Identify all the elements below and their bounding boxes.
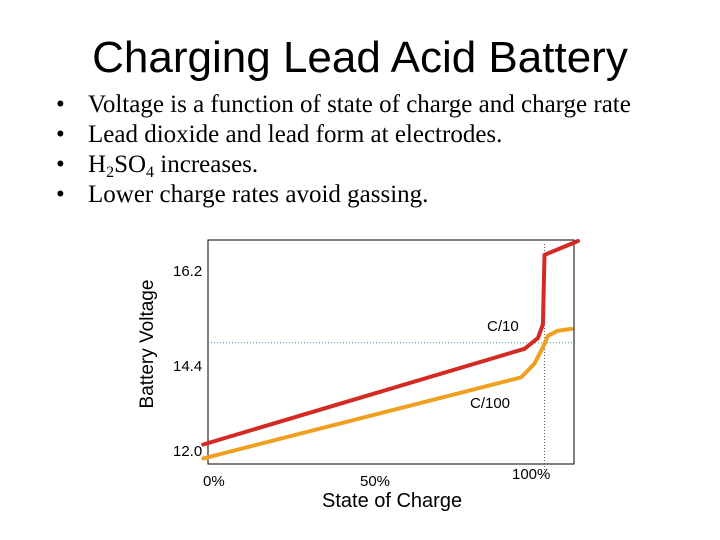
series-line-c100 (201, 326, 574, 461)
bullet-item: • Lead dioxide and lead form at electrode… (56, 120, 631, 150)
slide-title: Charging Lead Acid Battery (92, 33, 628, 82)
x-axis-label: State of Charge (322, 490, 463, 512)
x-tick-label: 0% (203, 473, 225, 490)
bullet-item: • Voltage is a function of state of charg… (56, 90, 631, 120)
series-line-c10 (201, 239, 580, 447)
bullet-item: • H2SO4 increases. (56, 150, 631, 181)
y-axis-label-wrap: Battery Voltage (133, 241, 163, 446)
formula-part: H (88, 151, 107, 178)
series-label-c100: C/100 (470, 395, 511, 412)
bullet-marker: • (56, 121, 65, 148)
formula-part: SO (114, 151, 147, 178)
formula-part: increases. (154, 151, 259, 178)
bullet-text: H2SO4 increases. (88, 151, 259, 181)
bullet-item: • Lower charge rates avoid gassing. (56, 180, 631, 210)
bullet-text: Lower charge rates avoid gassing. (88, 181, 429, 208)
series-label-c10: C/10 (487, 318, 519, 335)
bullet-marker: • (56, 181, 65, 208)
x-tick-label: 100% (512, 466, 551, 483)
x-tick-label: 50% (360, 473, 391, 490)
bullet-text: Voltage is a function of state of charge… (88, 91, 631, 118)
bullet-marker: • (56, 91, 65, 118)
y-axis-label: Battery Voltage (137, 279, 158, 408)
y-tick-label: 14.4 (173, 358, 203, 375)
bullet-text: Lead dioxide and lead form at electrodes… (88, 121, 503, 148)
y-tick-label: 12.0 (173, 443, 203, 460)
formula-subscript: 2 (106, 164, 115, 181)
y-tick-label: 16.2 (173, 263, 203, 280)
formula-subscript: 4 (146, 164, 155, 181)
plot-area (207, 239, 575, 465)
bullet-list: • Voltage is a function of state of charg… (56, 90, 631, 210)
bullet-marker: • (56, 151, 65, 178)
